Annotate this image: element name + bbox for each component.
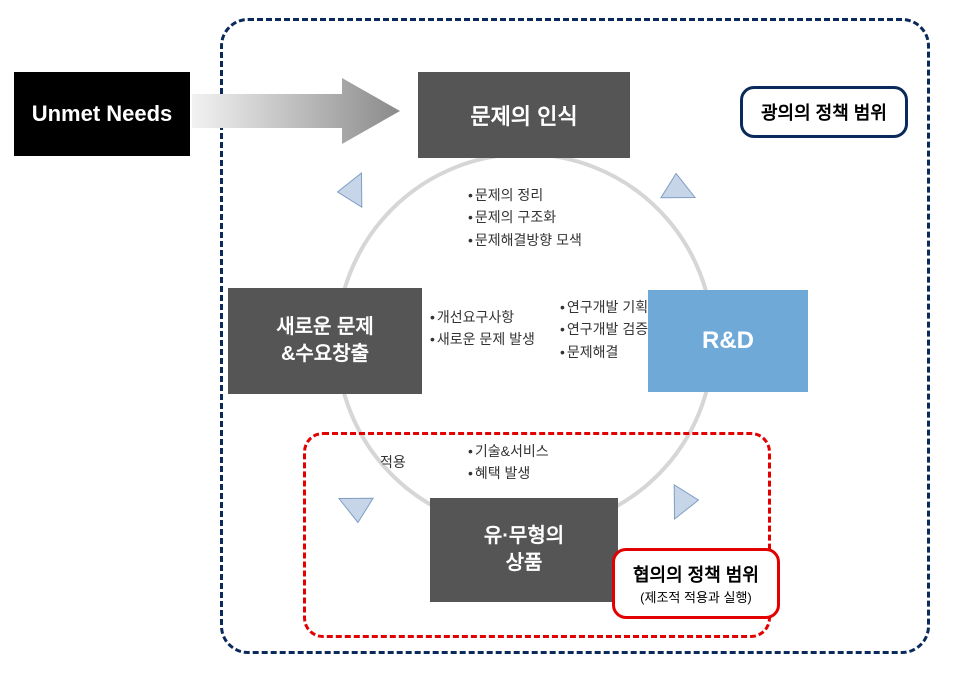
cycle-arrow-ne [660,172,700,212]
bullet-item: 문제해결 [560,341,648,363]
node-top-label: 문제의 인식 [470,99,577,131]
node-rnd: R&D [648,290,808,392]
input-arrow [192,76,402,146]
bullet-item: 연구개발 검증 [560,318,648,340]
node-problem-recognition: 문제의 인식 [418,72,630,158]
narrow-scope-title: 협의의 정책 범위 [633,561,759,587]
narrow-scope-subtitle: (제조적 적용과 실행) [633,587,759,606]
bullet-item: 연구개발 기획 [560,296,648,318]
broad-scope-text: 광의의 정책 범위 [761,103,887,123]
bullet-item: 문제의 구조화 [468,206,582,228]
unmet-needs-label: Unmet Needs [32,101,173,127]
node-left-line1: 새로운 문제 [276,314,374,341]
node-new-demand: 새로운 문제 &수요창출 [228,288,422,394]
cycle-arrow-nw [336,168,376,208]
bullet-item: 새로운 문제 발생 [430,328,535,350]
bullet-item: 개선요구사항 [430,306,535,328]
bullet-item: 문제의 정리 [468,184,582,206]
bullet-item: 문제해결방향 모색 [468,229,582,251]
bullets-right: 연구개발 기획 연구개발 검증 문제해결 [560,296,648,363]
bullets-top: 문제의 정리 문제의 구조화 문제해결방향 모색 [468,184,582,251]
broad-scope-label: 광의의 정책 범위 [740,86,908,138]
bullets-left: 개선요구사항 새로운 문제 발생 [430,306,535,351]
node-left-line2: &수요창출 [281,341,369,368]
narrow-scope-label: 협의의 정책 범위 (제조적 적용과 실행) [612,548,780,619]
node-right-label: R&D [702,327,754,355]
unmet-needs-box: Unmet Needs [14,72,190,156]
